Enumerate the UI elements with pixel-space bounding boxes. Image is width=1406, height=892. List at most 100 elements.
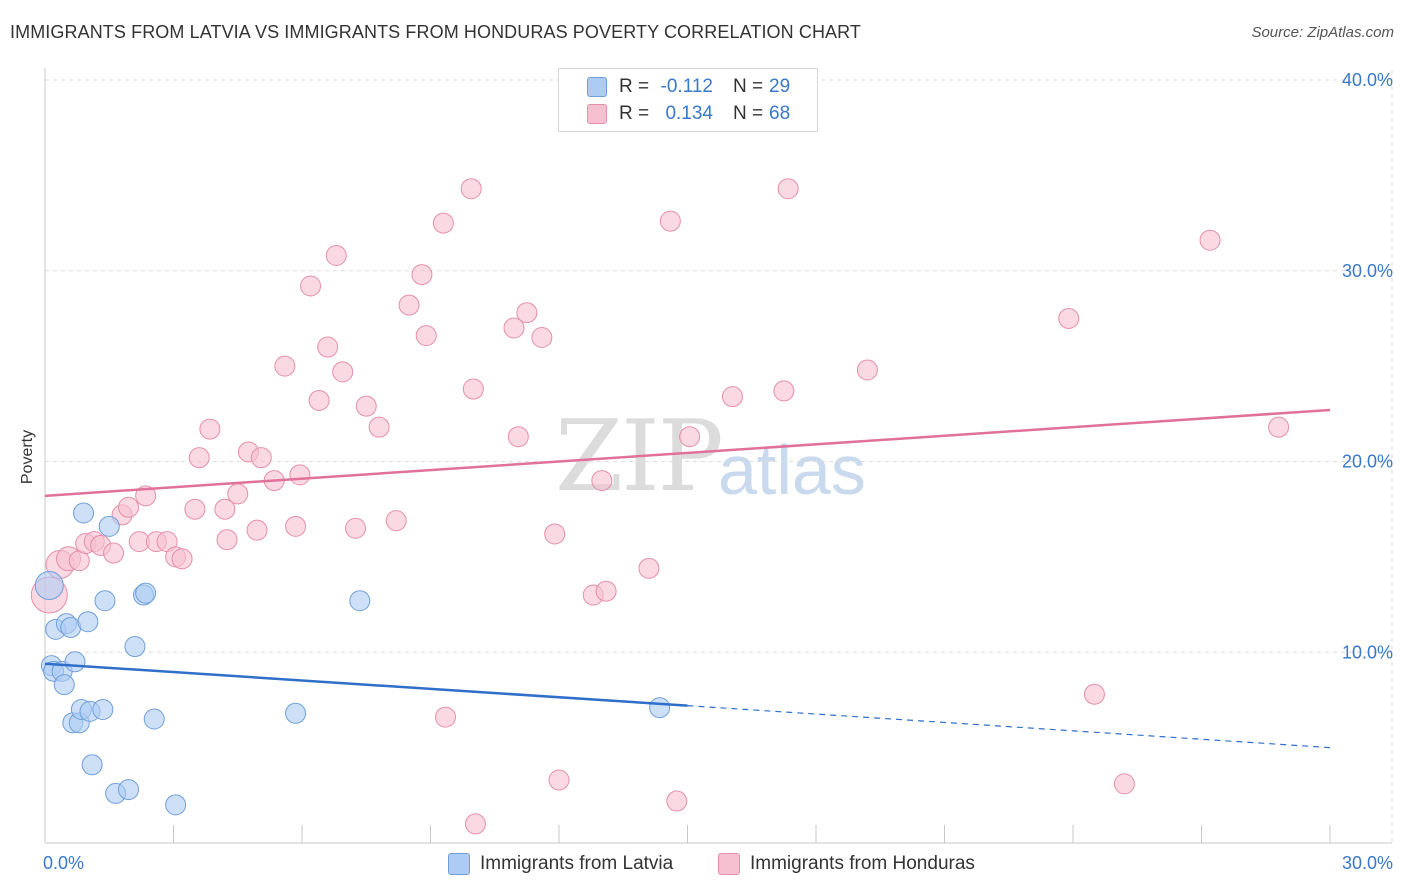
latvia-point	[124, 636, 146, 658]
latvia-point	[77, 611, 99, 633]
honduras-point	[345, 517, 367, 539]
honduras-point	[415, 325, 437, 347]
honduras-point	[184, 498, 206, 520]
honduras-point	[199, 418, 221, 440]
bottom-legend-honduras[interactable]: Immigrants from Honduras	[718, 852, 975, 876]
latvia-point	[118, 779, 140, 801]
honduras-point	[1113, 773, 1135, 795]
latvia-trend-extension	[687, 705, 1331, 749]
honduras-point	[398, 294, 420, 316]
honduras-point	[773, 380, 795, 402]
x-tick-label-min: 0.0%	[43, 853, 84, 873]
x-tick-label-max: 30.0%	[1342, 853, 1393, 873]
latvia-point	[649, 697, 671, 719]
latvia-point	[165, 794, 187, 816]
honduras-point	[332, 361, 354, 383]
honduras-point	[591, 470, 613, 492]
honduras-points	[30, 178, 1290, 835]
honduras-point	[216, 529, 238, 551]
latvia-point	[94, 590, 116, 612]
legend-row-honduras: R = 0.134 N = 68	[587, 102, 790, 126]
honduras-point	[325, 244, 347, 266]
honduras-point	[432, 212, 454, 234]
honduras-point	[1199, 229, 1221, 251]
latvia-point	[143, 708, 165, 730]
axes	[44, 68, 1392, 844]
honduras-point	[285, 515, 307, 537]
latvia-swatch-icon	[587, 77, 607, 97]
honduras-point	[385, 510, 407, 532]
y-tick-label: 40.0%	[1342, 70, 1393, 90]
source-label[interactable]: Source: ZipAtlas.com	[1251, 24, 1394, 41]
honduras-point	[856, 359, 878, 381]
honduras-legend-label: Immigrants from Honduras	[750, 853, 975, 874]
honduras-legend-swatch-icon	[718, 853, 740, 875]
tick-labels: 10.0% 20.0% 30.0% 40.0% 0.0% 30.0%	[43, 70, 1393, 873]
honduras-swatch-icon	[587, 104, 607, 124]
honduras-r-value: 0.134	[665, 103, 713, 124]
honduras-point	[507, 426, 529, 448]
honduras-point	[659, 210, 681, 232]
honduras-point	[548, 769, 570, 791]
honduras-point	[118, 496, 140, 518]
honduras-point	[355, 395, 377, 417]
latvia-r-label: R =	[619, 76, 650, 97]
latvia-trend-line	[44, 662, 688, 707]
honduras-point	[300, 275, 322, 297]
honduras-point	[1058, 307, 1080, 329]
honduras-point	[464, 813, 486, 835]
honduras-point	[595, 580, 617, 602]
honduras-point	[1083, 683, 1105, 705]
trend-lines	[44, 408, 1331, 749]
honduras-point	[1268, 416, 1290, 438]
watermark-atlas: atlas	[718, 431, 866, 509]
honduras-point	[308, 389, 330, 411]
latvia-point	[34, 570, 64, 600]
latvia-point	[53, 674, 75, 696]
honduras-point	[777, 178, 799, 200]
honduras-n-label: N =	[733, 103, 764, 124]
latvia-point	[135, 582, 157, 604]
honduras-point	[666, 790, 688, 812]
honduras-point	[250, 447, 272, 469]
y-tick-label: 20.0%	[1342, 452, 1393, 472]
honduras-point	[135, 485, 157, 507]
latvia-point	[285, 702, 307, 724]
latvia-point	[64, 651, 86, 673]
honduras-point	[679, 426, 701, 448]
honduras-point	[434, 706, 456, 728]
y-axis-label: Poverty	[19, 429, 36, 485]
stats-legend: R = -0.112 N = 29 R = 0.134 N = 68	[558, 68, 818, 132]
honduras-point	[368, 416, 390, 438]
chart-title: IMMIGRANTS FROM LATVIA VS IMMIGRANTS FRO…	[10, 22, 862, 42]
honduras-point	[460, 178, 482, 200]
honduras-point	[516, 302, 538, 324]
bottom-legend-latvia[interactable]: Immigrants from Latvia	[448, 852, 673, 876]
y-tick-label: 10.0%	[1342, 642, 1393, 662]
y-tick-label: 30.0%	[1342, 261, 1393, 281]
honduras-point	[103, 542, 125, 564]
honduras-point	[274, 355, 296, 377]
honduras-point	[289, 464, 311, 486]
honduras-point	[246, 519, 268, 541]
latvia-r-value: -0.112	[660, 76, 713, 97]
latvia-point	[349, 590, 371, 612]
latvia-point	[73, 502, 95, 524]
legend-row-latvia: R = -0.112 N = 29	[587, 75, 790, 99]
honduras-trend-line	[44, 408, 1331, 498]
honduras-point	[503, 317, 525, 339]
honduras-point	[531, 327, 553, 349]
latvia-n-label: N =	[733, 76, 764, 97]
honduras-point	[227, 483, 249, 505]
honduras-point	[171, 548, 193, 570]
honduras-r-label: R =	[619, 103, 650, 124]
honduras-point	[544, 523, 566, 545]
latvia-point	[92, 698, 114, 720]
latvia-points	[34, 502, 671, 816]
honduras-point	[462, 378, 484, 400]
latvia-point	[81, 754, 103, 776]
latvia-point	[98, 515, 120, 537]
honduras-point	[638, 557, 660, 579]
latvia-legend-swatch-icon	[448, 853, 470, 875]
